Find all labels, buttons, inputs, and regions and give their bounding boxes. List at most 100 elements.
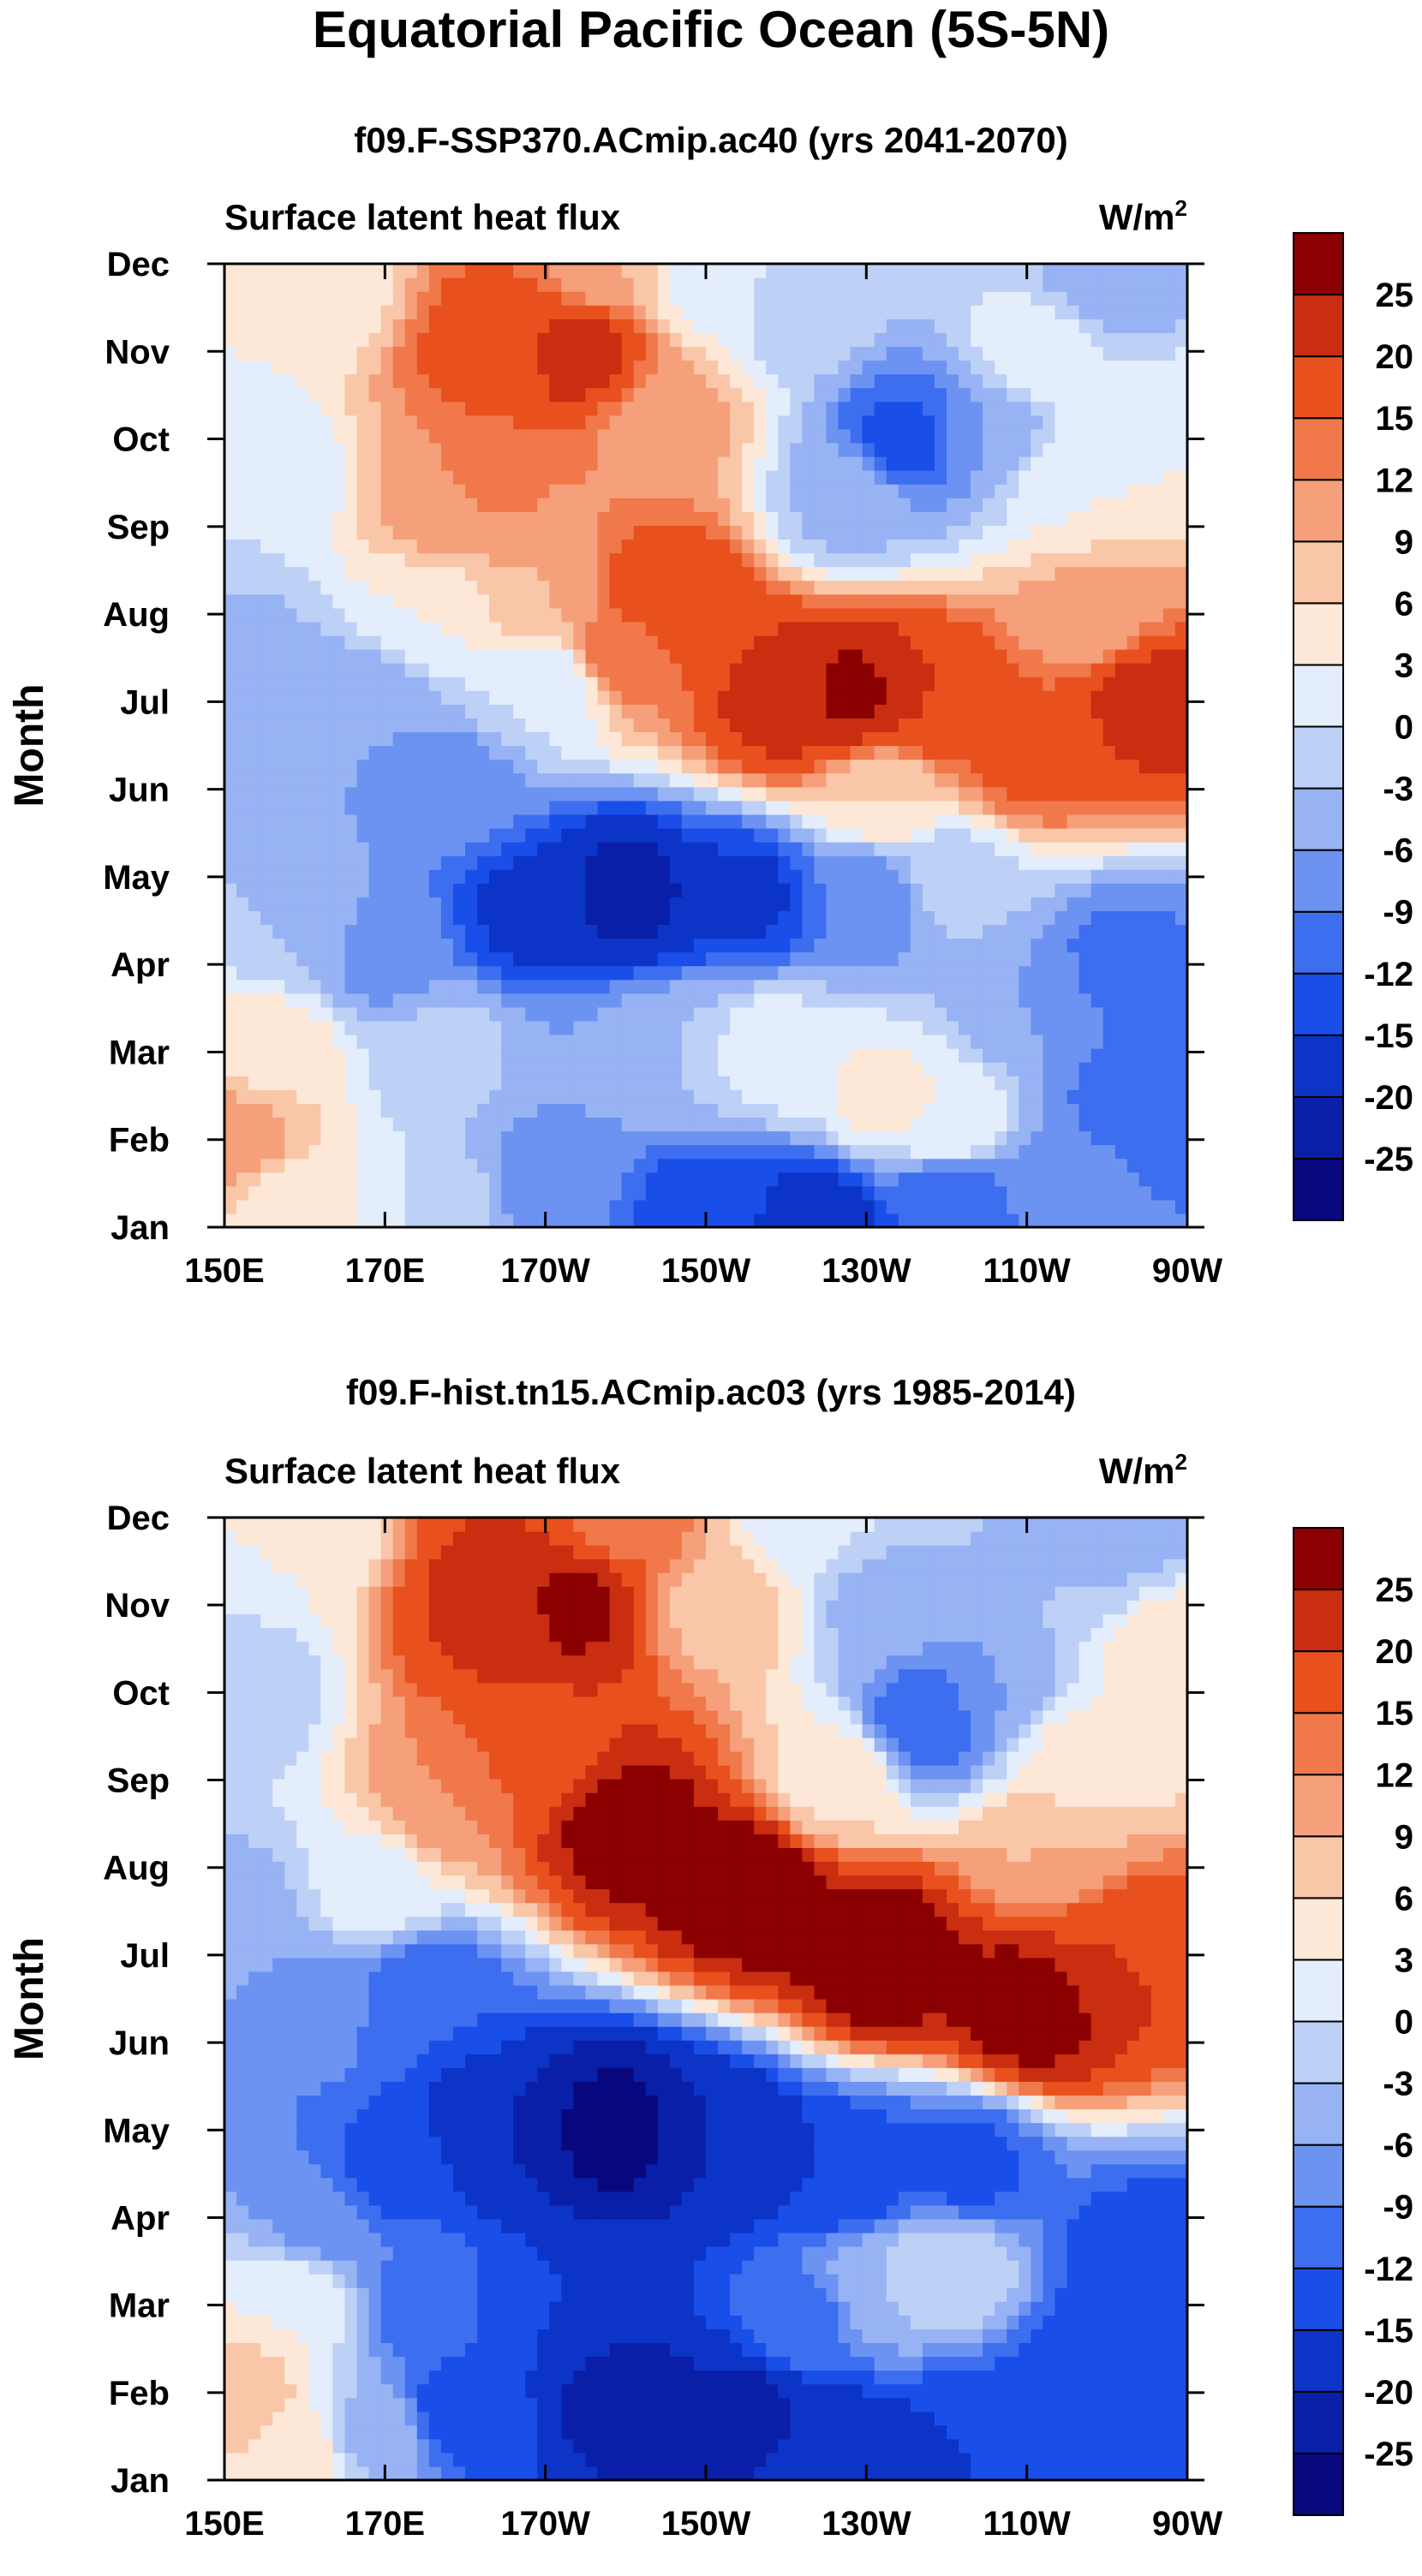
heatmap-cell <box>934 718 947 733</box>
heatmap-cell <box>718 786 731 802</box>
heatmap-cell <box>693 1144 707 1160</box>
heatmap-cell <box>850 800 863 815</box>
heatmap-cell <box>730 373 743 389</box>
heatmap-cell <box>513 690 526 705</box>
heatmap-cell <box>862 264 875 278</box>
heatmap-cell <box>501 979 514 994</box>
heatmap-cell <box>633 264 647 278</box>
heatmap-cell <box>633 869 647 884</box>
heatmap-cell <box>862 346 875 361</box>
heatmap-cell <box>356 1213 370 1228</box>
heatmap-cell <box>742 1185 755 1201</box>
heatmap-cell <box>766 993 779 1008</box>
heatmap-cell <box>910 387 923 402</box>
heatmap-cell <box>489 718 502 733</box>
heatmap-cell <box>995 1172 1007 1187</box>
heatmap-cell <box>537 414 550 430</box>
heatmap-cell <box>971 1130 983 1146</box>
heatmap-cell <box>404 718 418 733</box>
heatmap-cell <box>633 856 647 870</box>
heatmap-cell <box>621 677 635 691</box>
heatmap-cell <box>850 456 863 471</box>
heatmap-cell <box>983 924 995 939</box>
heatmap-cell <box>886 373 899 389</box>
heatmap-cell <box>489 772 502 788</box>
heatmap-cell <box>838 346 851 361</box>
heatmap-cell <box>971 387 983 402</box>
heatmap-cell <box>862 718 875 733</box>
heatmap-cell <box>886 428 899 444</box>
heatmap-cell <box>995 690 1007 705</box>
heatmap-cell <box>356 607 370 623</box>
heatmap-cell <box>260 442 273 457</box>
heatmap-cell <box>693 1199 707 1214</box>
heatmap-cell <box>1066 1185 1080 1201</box>
heatmap-cell <box>850 883 863 897</box>
heatmap-cell <box>356 1062 370 1076</box>
heatmap-cell <box>1078 1006 1092 1022</box>
heatmap-cell <box>489 291 502 306</box>
heatmap-cell <box>392 1158 406 1173</box>
heatmap-cell <box>392 1006 406 1022</box>
heatmap-cell <box>669 718 683 733</box>
heatmap-cell <box>224 649 237 664</box>
heatmap-cell <box>224 979 237 994</box>
heatmap-cell <box>681 566 695 581</box>
heatmap-cell <box>778 1199 791 1214</box>
heatmap-cell <box>947 1076 959 1090</box>
heatmap-cell <box>440 1035 454 1049</box>
heatmap-cell <box>440 539 454 554</box>
heatmap-cell <box>416 552 430 568</box>
heatmap-cell <box>320 319 334 333</box>
heatmap-cell <box>344 456 358 471</box>
heatmap-cell <box>1066 1020 1080 1035</box>
heatmap-cell <box>669 1185 683 1201</box>
heatmap-cell <box>983 332 995 348</box>
heatmap-cell <box>669 621 683 636</box>
heatmap-cell <box>838 827 851 843</box>
heatmap-cell <box>1019 786 1031 802</box>
heatmap-cell <box>561 1144 575 1160</box>
heatmap-cell <box>1031 332 1043 348</box>
heatmap-cell <box>1055 635 1068 650</box>
heatmap-cell <box>344 1020 358 1035</box>
heatmap-cell <box>766 498 779 512</box>
heatmap-cell <box>621 1006 635 1022</box>
heatmap-cell <box>537 1089 550 1104</box>
heatmap-cell <box>368 414 382 430</box>
heatmap-cell <box>657 264 671 278</box>
heatmap-cell <box>1019 1117 1031 1132</box>
heatmap-cell <box>922 1185 935 1201</box>
heatmap-cell <box>320 897 334 911</box>
heatmap-cell <box>489 1035 502 1049</box>
heatmap-cell <box>1031 704 1043 719</box>
heatmap-cell <box>609 498 623 512</box>
heatmap-cell <box>922 1062 935 1076</box>
heatmap-cell <box>489 1020 502 1035</box>
heatmap-cell <box>657 511 671 526</box>
heatmap-cell <box>368 525 382 540</box>
heatmap-cell <box>489 593 502 609</box>
heatmap-cell <box>983 442 995 457</box>
heatmap-cell <box>693 1103 707 1118</box>
heatmap-cell <box>718 387 731 402</box>
heatmap-cell <box>380 897 394 911</box>
heatmap-cell <box>1019 842 1031 856</box>
heatmap-cell <box>730 511 743 526</box>
heatmap-cell <box>332 938 346 953</box>
heatmap-cell <box>1007 979 1019 994</box>
heatmap-cell <box>657 470 671 485</box>
heatmap-cell <box>886 842 899 856</box>
heatmap-cell <box>862 621 875 636</box>
heatmap-cell <box>573 401 587 416</box>
heatmap-cell <box>790 1062 803 1076</box>
heatmap-cell <box>308 1006 321 1022</box>
heatmap-cell <box>248 1062 261 1076</box>
heatmap-cell <box>248 373 261 389</box>
heatmap-cell <box>296 264 309 278</box>
heatmap-cell <box>1043 319 1056 333</box>
heatmap-cell <box>645 924 659 939</box>
heatmap-cell <box>392 635 406 650</box>
heatmap-cell <box>862 552 875 568</box>
heatmap-cell <box>1019 924 1031 939</box>
